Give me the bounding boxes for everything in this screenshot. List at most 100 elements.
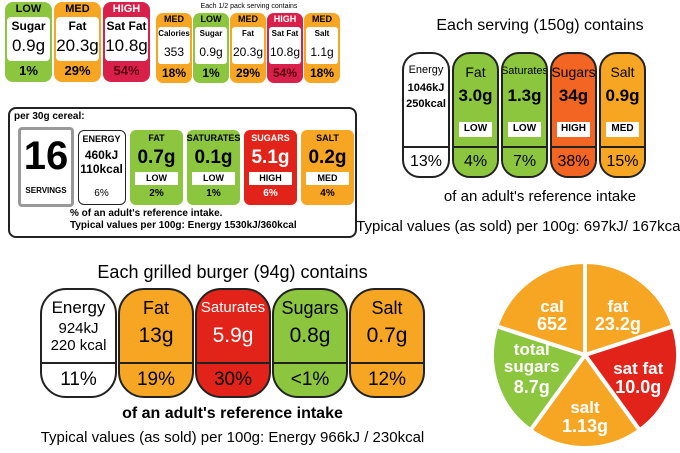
servings-box: 16 SERVINGS — [18, 127, 74, 207]
divider — [454, 146, 497, 148]
nutrient-column: MED Fat 20.3g 29% — [230, 13, 266, 83]
percent: 19% — [136, 369, 176, 391]
heading: Each 1/2 pack serving contains — [200, 2, 298, 10]
nutrient-name: salt — [570, 398, 600, 418]
amount: 10.0g — [615, 376, 662, 397]
amount: 5.1g — [251, 146, 290, 168]
amount: 5.9g — [212, 323, 254, 347]
divider — [351, 362, 423, 364]
amount: 0.2g — [308, 146, 347, 168]
inner-panel: Salt 1.1g — [306, 27, 338, 64]
nutrient-column: FAT 0.7g LOW 2% — [130, 130, 183, 205]
inner-panel: Calories 353 — [158, 27, 190, 64]
level: LOW — [146, 172, 167, 183]
amount: 23.2g — [594, 314, 641, 335]
footnote: of an adult's reference intake — [443, 188, 637, 206]
nutrient-name: Salt — [610, 63, 635, 80]
nutrient-name: Fat — [142, 297, 169, 318]
energy-kcal: 220 kcal — [50, 337, 107, 355]
amount: 652 — [537, 314, 568, 335]
percent: 1% — [19, 63, 38, 79]
nutrient-name: cal — [540, 296, 564, 316]
nutrient-column: LOW Sugar 0.9g 1% — [193, 13, 229, 83]
divider — [552, 146, 595, 148]
inner-panel: Fat 20.3g — [232, 27, 264, 64]
nutrient-column: Saturates 1.3g LOW 7% — [501, 52, 548, 178]
nutrient-column: Fat 13g 19% — [118, 288, 194, 398]
level-box: LOW — [192, 172, 235, 185]
nutrient-column: LOW Sugar 0.9g 1% — [5, 2, 52, 82]
segment-label: fat 23.2g — [584, 286, 652, 336]
energy-column: Energy 924kJ 220 kcal 11% — [40, 288, 117, 398]
level: MED — [611, 123, 634, 135]
nutrient-name: Saturates — [200, 299, 266, 317]
amount: 353 — [163, 44, 185, 59]
nutrient-name: Energy — [408, 64, 444, 77]
amount: 1.3g — [507, 86, 542, 106]
percent: 11% — [60, 369, 97, 391]
level: HIGH — [561, 123, 586, 135]
percent: <1% — [290, 369, 330, 391]
pie-segment — [581, 323, 680, 434]
level: MED — [65, 2, 90, 15]
nutrient-name: SUGARS — [251, 133, 290, 144]
level: HIGH — [273, 14, 297, 25]
divider — [503, 146, 546, 148]
percent: 54% — [113, 63, 140, 79]
amount: 1.13g — [561, 415, 609, 436]
segment-label: salt 1.13g — [551, 387, 619, 437]
divider — [274, 362, 346, 364]
nutrient-name: Fat — [465, 63, 486, 80]
nutrient-name: FAT — [148, 133, 165, 144]
nutrient-name: ENERGY — [82, 134, 121, 145]
divider — [42, 362, 115, 364]
percent: 6% — [94, 187, 109, 199]
energy-kj: 460kJ — [84, 147, 119, 162]
segment-label: sat fat 10.0g — [604, 348, 672, 398]
divider — [601, 146, 644, 148]
segment-label: cal 652 — [518, 286, 586, 336]
amount: 0.7g — [366, 323, 408, 347]
level-box: MED — [606, 122, 639, 137]
footnote: of an adult's reference intake — [122, 404, 343, 422]
level: HIGH — [112, 2, 141, 15]
inner-panel: Sugar 0.9g — [195, 27, 227, 64]
percent: 13% — [409, 152, 443, 170]
nutrient-name: fat — [607, 296, 629, 316]
footnote: % of an adult's reference intake. — [70, 207, 223, 219]
percent: 4% — [320, 187, 335, 199]
level: MED — [312, 14, 332, 25]
level-box: LOW — [508, 122, 541, 137]
nutrient-name: Fat — [68, 18, 87, 33]
percent: 1% — [202, 65, 220, 80]
typical-values: Typical values (as sold) per 100g: 697kJ… — [356, 218, 680, 236]
level-box: LOW — [135, 172, 178, 185]
nutrient-column: Salt 0.7g 12% — [349, 288, 425, 398]
nutrient-name: Salt — [371, 297, 403, 318]
amount: 20.3g — [56, 36, 99, 56]
level: MED — [317, 172, 338, 183]
percent: 6% — [263, 187, 278, 199]
inner-panel: Sat Fat 10.8g — [269, 27, 301, 64]
divider — [197, 362, 269, 364]
nutrient-name: Sugars — [281, 297, 339, 318]
level: LOW — [463, 123, 488, 135]
nutrient-name: Sugar — [199, 29, 223, 39]
level: MED — [238, 14, 258, 25]
pie-segment — [490, 323, 589, 434]
energy-kj: 924kJ — [58, 320, 99, 338]
servings-label: SERVINGS — [25, 185, 67, 195]
nutrient-name: Saturates — [501, 65, 548, 78]
title: Each serving (150g) contains — [436, 16, 644, 34]
percent: 12% — [367, 369, 407, 391]
heading: per 30g cereal: — [14, 110, 85, 122]
typical-values: Typical values per 100g: Energy 1530kJ/3… — [70, 219, 297, 231]
nutrient-column: HIGH Sat Fat 10.8g 54% — [103, 2, 150, 82]
level: LOW — [512, 123, 537, 135]
percent: 30% — [213, 369, 253, 391]
amount: 3.0g — [458, 86, 493, 106]
nutrient-column: SUGARS 5.1g HIGH 6% — [244, 130, 297, 205]
nutrient-name: Calories — [158, 29, 190, 39]
